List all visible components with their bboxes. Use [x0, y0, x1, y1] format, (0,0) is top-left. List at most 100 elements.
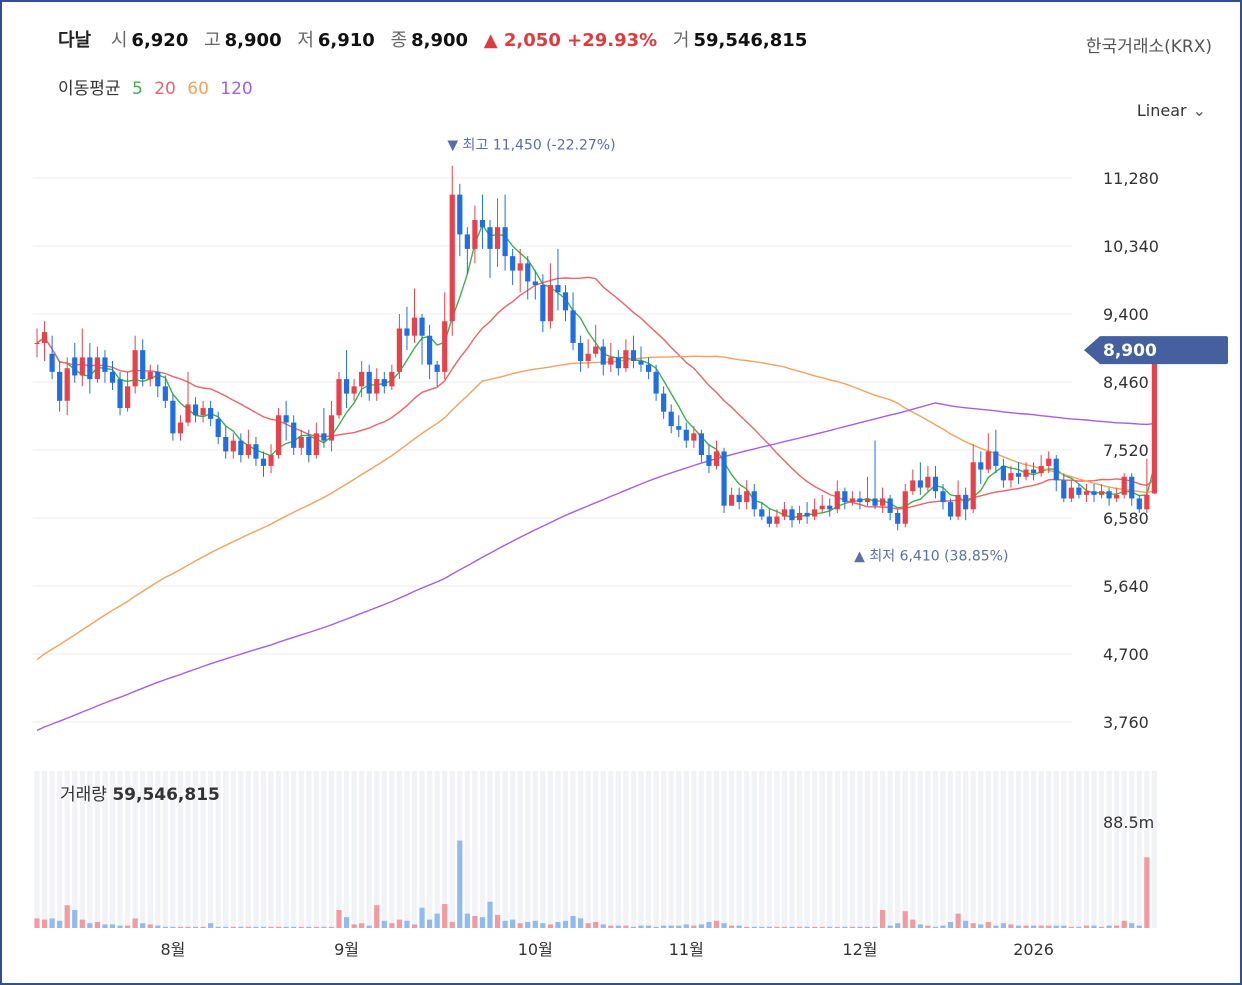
candle-body — [1144, 494, 1150, 510]
volume-bar — [834, 926, 840, 928]
volume-column-bg — [796, 771, 803, 928]
volume-bar — [72, 910, 78, 928]
volume-bar — [1008, 924, 1014, 928]
volume-bar — [366, 925, 372, 928]
candle-body — [87, 357, 93, 380]
candle-body — [1023, 469, 1029, 477]
volume-column-bg — [857, 771, 863, 928]
time-tick-label: 11월 — [669, 940, 704, 959]
volume-column-bg — [374, 771, 380, 928]
volume-column-bg — [313, 771, 319, 928]
volume-column-bg — [1023, 771, 1029, 928]
volume-bar — [253, 926, 259, 928]
candle-body — [283, 415, 289, 423]
volume-bar — [555, 922, 561, 928]
volume-column-bg — [1053, 771, 1059, 928]
volume-column-bg — [547, 771, 553, 928]
candle-body — [41, 332, 48, 343]
volume-column-bg — [676, 771, 682, 928]
volume-column-bg — [706, 771, 712, 928]
time-tick-label: 9월 — [334, 940, 359, 959]
volume-column-bg — [427, 771, 433, 928]
change-value: ▲ 2,050 +29.93% — [483, 30, 658, 51]
volume-bar — [1114, 925, 1120, 928]
volume-bar — [245, 926, 251, 928]
volume-column-bg — [472, 771, 478, 928]
volume-column-bg — [721, 771, 727, 928]
volume-column-bg — [993, 771, 999, 928]
candle-body — [917, 480, 923, 488]
ma-20-line — [36, 276, 1155, 510]
volume-bar — [570, 916, 576, 928]
candle-body — [993, 451, 999, 466]
volume-bar — [812, 926, 818, 928]
volume-bar — [653, 926, 659, 928]
exchange-name: 한국거래소(KRX) — [1085, 37, 1212, 57]
candle-body — [1053, 458, 1059, 481]
volume-bar — [691, 925, 697, 928]
volume-bar — [638, 925, 644, 928]
candle-body — [494, 227, 501, 249]
stock-name: 다날 — [58, 30, 92, 51]
candle-body — [502, 227, 508, 257]
volume-column-bg — [155, 771, 161, 928]
volume-bar — [925, 925, 931, 928]
volume-column-bg — [245, 771, 251, 928]
volume-bar — [721, 923, 727, 928]
volume-column-bg — [1076, 771, 1082, 928]
volume-column-bg — [1031, 771, 1037, 928]
volume-bar — [827, 926, 833, 928]
candle-body — [668, 411, 674, 427]
volume-bar — [140, 923, 146, 928]
candle-body — [970, 462, 976, 510]
candle-body — [162, 386, 168, 401]
volume-bar — [457, 840, 463, 928]
volume-bar — [1015, 925, 1022, 928]
volume-bar — [1031, 925, 1037, 928]
current-price-label: 8,900 — [1103, 341, 1157, 361]
candle-body — [880, 498, 886, 506]
volume-bar — [132, 918, 138, 928]
volume-column-bg — [895, 771, 901, 928]
volume-column-bg — [79, 771, 85, 928]
volume-bar — [464, 913, 470, 928]
volume-bar — [34, 918, 40, 928]
volume-bar — [517, 923, 523, 928]
volume-column-bg — [1038, 771, 1044, 928]
volume-column-bg — [955, 771, 961, 928]
volume-bar — [343, 917, 350, 928]
volume-column-bg — [208, 771, 214, 928]
volume-column-bg — [177, 771, 184, 928]
volume-column-bg — [736, 771, 742, 928]
volume-column-bg — [645, 771, 652, 928]
volume-bar — [532, 920, 538, 928]
volume-column-bg — [940, 771, 946, 928]
volume-column-bg — [985, 771, 991, 928]
volume-bar — [321, 926, 327, 928]
candle-body — [517, 263, 523, 271]
low-label: 저 — [297, 30, 314, 51]
volume-column-bg — [502, 771, 508, 928]
volume-bar — [125, 925, 131, 928]
scale-selector[interactable]: Linear ⌄ — [1137, 101, 1206, 120]
volume-column-bg — [359, 771, 365, 928]
ma-120-label: 120 — [220, 79, 253, 99]
candle-body — [298, 436, 304, 448]
candle-body — [487, 227, 493, 249]
volume-bar — [993, 925, 999, 928]
volume-bar — [744, 926, 750, 928]
candle-body — [79, 357, 85, 376]
volume-bar — [170, 926, 176, 928]
close-value: 8,900 — [411, 30, 469, 51]
candle-body — [132, 350, 138, 387]
volume-column-bg — [94, 771, 100, 928]
volume-bar — [1053, 925, 1059, 928]
volume-bar — [215, 926, 221, 928]
candle-body — [578, 342, 584, 362]
volume-bar — [411, 924, 418, 928]
volume-column-bg — [49, 771, 55, 928]
volume-column-bg — [978, 771, 984, 928]
volume-column-bg — [1106, 771, 1112, 928]
volume-bar — [1061, 925, 1067, 928]
